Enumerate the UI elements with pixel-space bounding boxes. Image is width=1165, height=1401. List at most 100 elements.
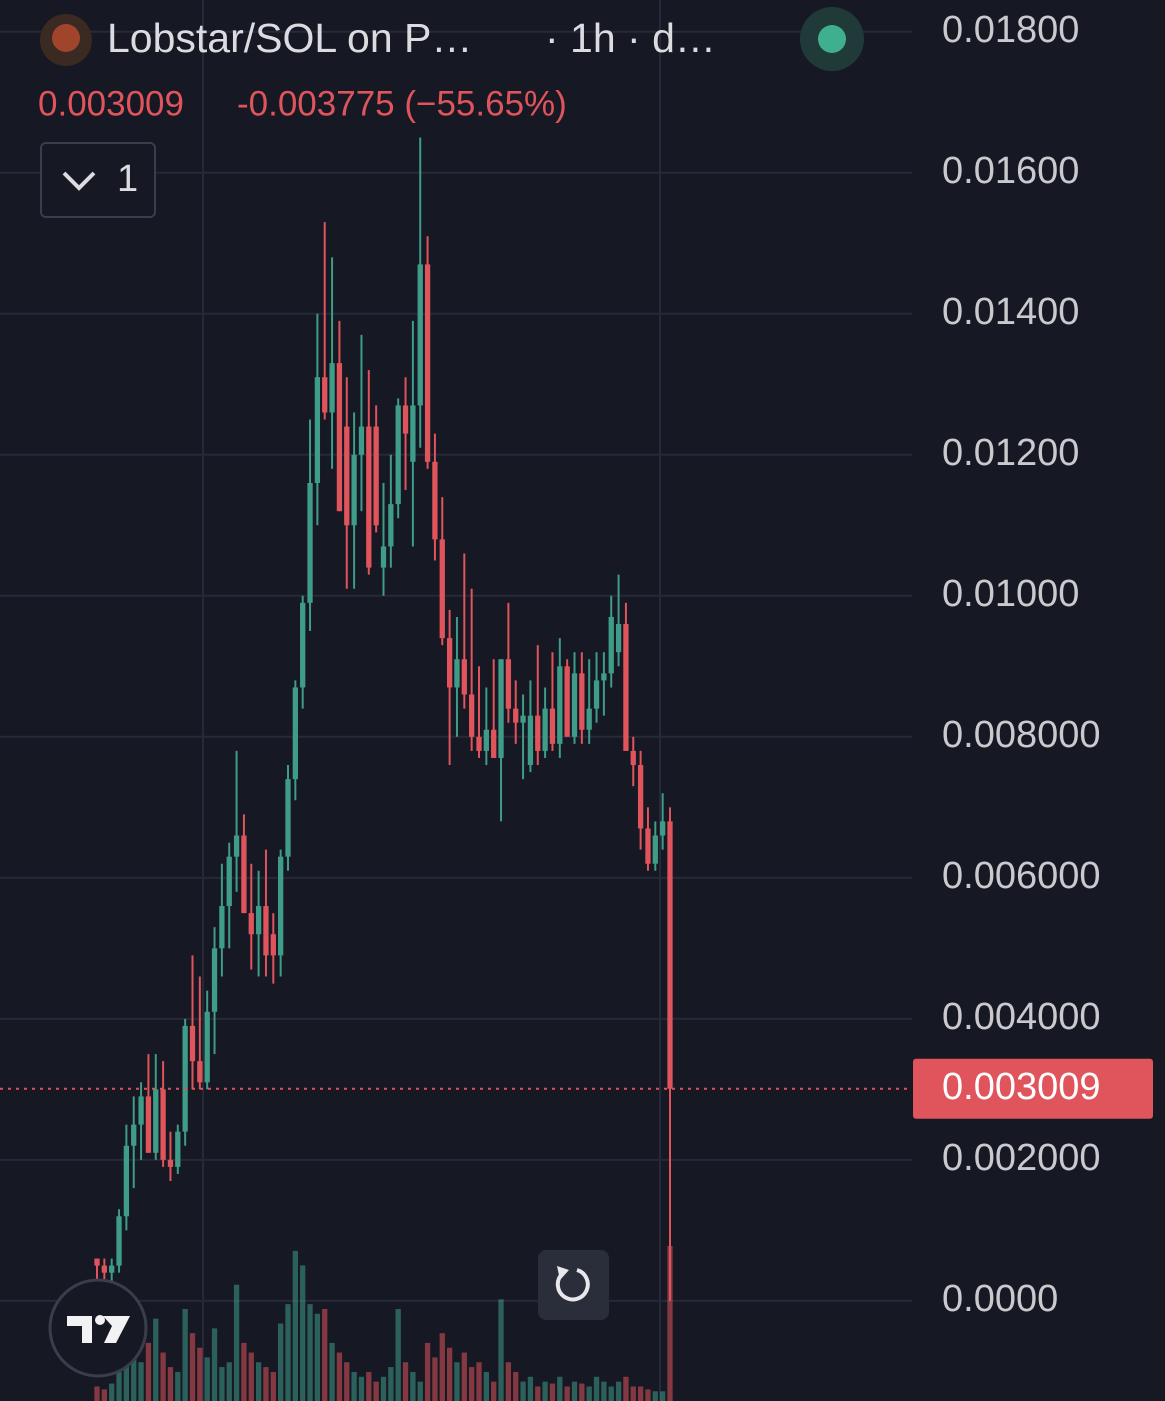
candle-body xyxy=(593,680,600,709)
y-tick-label: 0.01800 xyxy=(942,9,1079,51)
volume-bar xyxy=(667,1246,673,1401)
candle-body xyxy=(255,906,262,935)
candle-body xyxy=(454,659,460,688)
volume-bar xyxy=(579,1383,585,1401)
volume-bar xyxy=(571,1381,578,1401)
candle-body xyxy=(197,1061,203,1083)
volume-bar xyxy=(498,1299,504,1401)
volume-bar xyxy=(116,1371,122,1401)
candle-body xyxy=(344,426,350,526)
volume-bar xyxy=(329,1342,335,1401)
volume-bar xyxy=(593,1376,600,1401)
candle-body xyxy=(424,264,431,462)
reset-icon xyxy=(555,1268,590,1302)
candle-body xyxy=(109,1265,115,1273)
volume-bar xyxy=(358,1376,365,1401)
candle-body xyxy=(307,482,313,603)
candle-body xyxy=(292,687,298,780)
y-tick-label: 0.002000 xyxy=(942,1137,1101,1179)
price-change: -0.003775 (−55.65%) xyxy=(237,84,567,123)
volume-bar xyxy=(549,1383,556,1401)
candle-body xyxy=(520,715,526,723)
volume-bar xyxy=(601,1381,607,1401)
volume-bar xyxy=(564,1386,570,1401)
candle-body xyxy=(571,673,578,737)
volume-bar xyxy=(109,1383,115,1401)
logo-mark xyxy=(67,1316,130,1343)
volume-bar xyxy=(197,1347,203,1401)
candle-body xyxy=(131,1124,137,1146)
y-tick-label: 0.01600 xyxy=(942,150,1079,192)
reset-button-bg[interactable] xyxy=(538,1250,609,1320)
candle-body xyxy=(226,856,232,907)
volume-bar xyxy=(652,1391,658,1401)
candle-body xyxy=(417,264,423,406)
candle-body xyxy=(579,673,585,730)
volume-bar xyxy=(469,1367,475,1401)
last-price-label: 0.003009 xyxy=(942,1066,1101,1108)
reset-icon-arrow xyxy=(557,1266,569,1280)
candle-body xyxy=(498,659,504,758)
volume-bar xyxy=(94,1386,100,1401)
volume-bar xyxy=(248,1352,254,1401)
volume-bar xyxy=(101,1389,107,1401)
candle-body xyxy=(351,454,357,526)
volume-bar xyxy=(307,1304,313,1401)
candle-body xyxy=(175,1131,181,1167)
candle-body xyxy=(278,856,284,956)
interval[interactable]: · 1h · d… xyxy=(545,15,716,61)
reset-button[interactable] xyxy=(538,1250,609,1320)
volume-bar xyxy=(380,1376,387,1401)
indicator-button[interactable] xyxy=(40,142,156,218)
volume-bar xyxy=(608,1386,614,1401)
symbol-title[interactable]: Lobstar/SOL on P… xyxy=(107,15,472,61)
volume-bar xyxy=(366,1371,372,1401)
indicator-toggle[interactable]: 1 xyxy=(40,142,156,218)
volume-bar xyxy=(417,1381,423,1401)
candle-body xyxy=(432,461,438,540)
candle-body xyxy=(615,623,622,653)
candle-body xyxy=(505,659,512,709)
volume-bar xyxy=(153,1318,159,1401)
volume-bar xyxy=(131,1357,137,1401)
candle-body xyxy=(233,835,240,857)
y-tick-label: 0.01000 xyxy=(942,573,1079,615)
candle-body xyxy=(623,623,629,751)
volume-bar xyxy=(395,1308,401,1401)
candle-body xyxy=(630,750,636,766)
candle-body xyxy=(116,1216,122,1266)
candle-body xyxy=(637,765,644,829)
volume-bar xyxy=(439,1333,445,1401)
volume-bar xyxy=(660,1391,666,1401)
candle-body xyxy=(542,708,548,751)
y-tick-label: 0.008000 xyxy=(942,714,1101,756)
volume-bar xyxy=(483,1371,489,1401)
candle-body xyxy=(358,426,365,455)
candle-body xyxy=(439,539,445,639)
volume-bar xyxy=(527,1376,534,1401)
candle-body xyxy=(94,1258,100,1266)
candle-body xyxy=(402,405,409,434)
logo-circle[interactable] xyxy=(48,1278,148,1378)
candle-body xyxy=(660,821,666,836)
volume-bar xyxy=(300,1265,306,1401)
candle-body xyxy=(204,1011,210,1083)
candle-body xyxy=(535,715,541,751)
volume-bar xyxy=(645,1389,651,1401)
candle-body xyxy=(601,673,607,681)
candle-body xyxy=(189,1025,196,1062)
candle-body xyxy=(557,666,563,744)
volume-bar xyxy=(189,1333,196,1401)
candle-body xyxy=(219,906,225,949)
price-axis: 0.0000 0.002000 0.004000 0.006000 0.008000 0.… xyxy=(913,9,1153,1320)
volume-bar xyxy=(586,1386,592,1401)
logo[interactable] xyxy=(48,1278,148,1378)
candle-body xyxy=(527,715,534,766)
candle-body xyxy=(366,426,372,568)
volume-bar xyxy=(424,1342,431,1401)
y-tick-label: 0.0000 xyxy=(942,1278,1058,1320)
candle-body xyxy=(410,405,416,462)
grid xyxy=(0,0,912,1401)
volume-bar xyxy=(476,1362,482,1401)
volume-bar xyxy=(270,1371,276,1401)
